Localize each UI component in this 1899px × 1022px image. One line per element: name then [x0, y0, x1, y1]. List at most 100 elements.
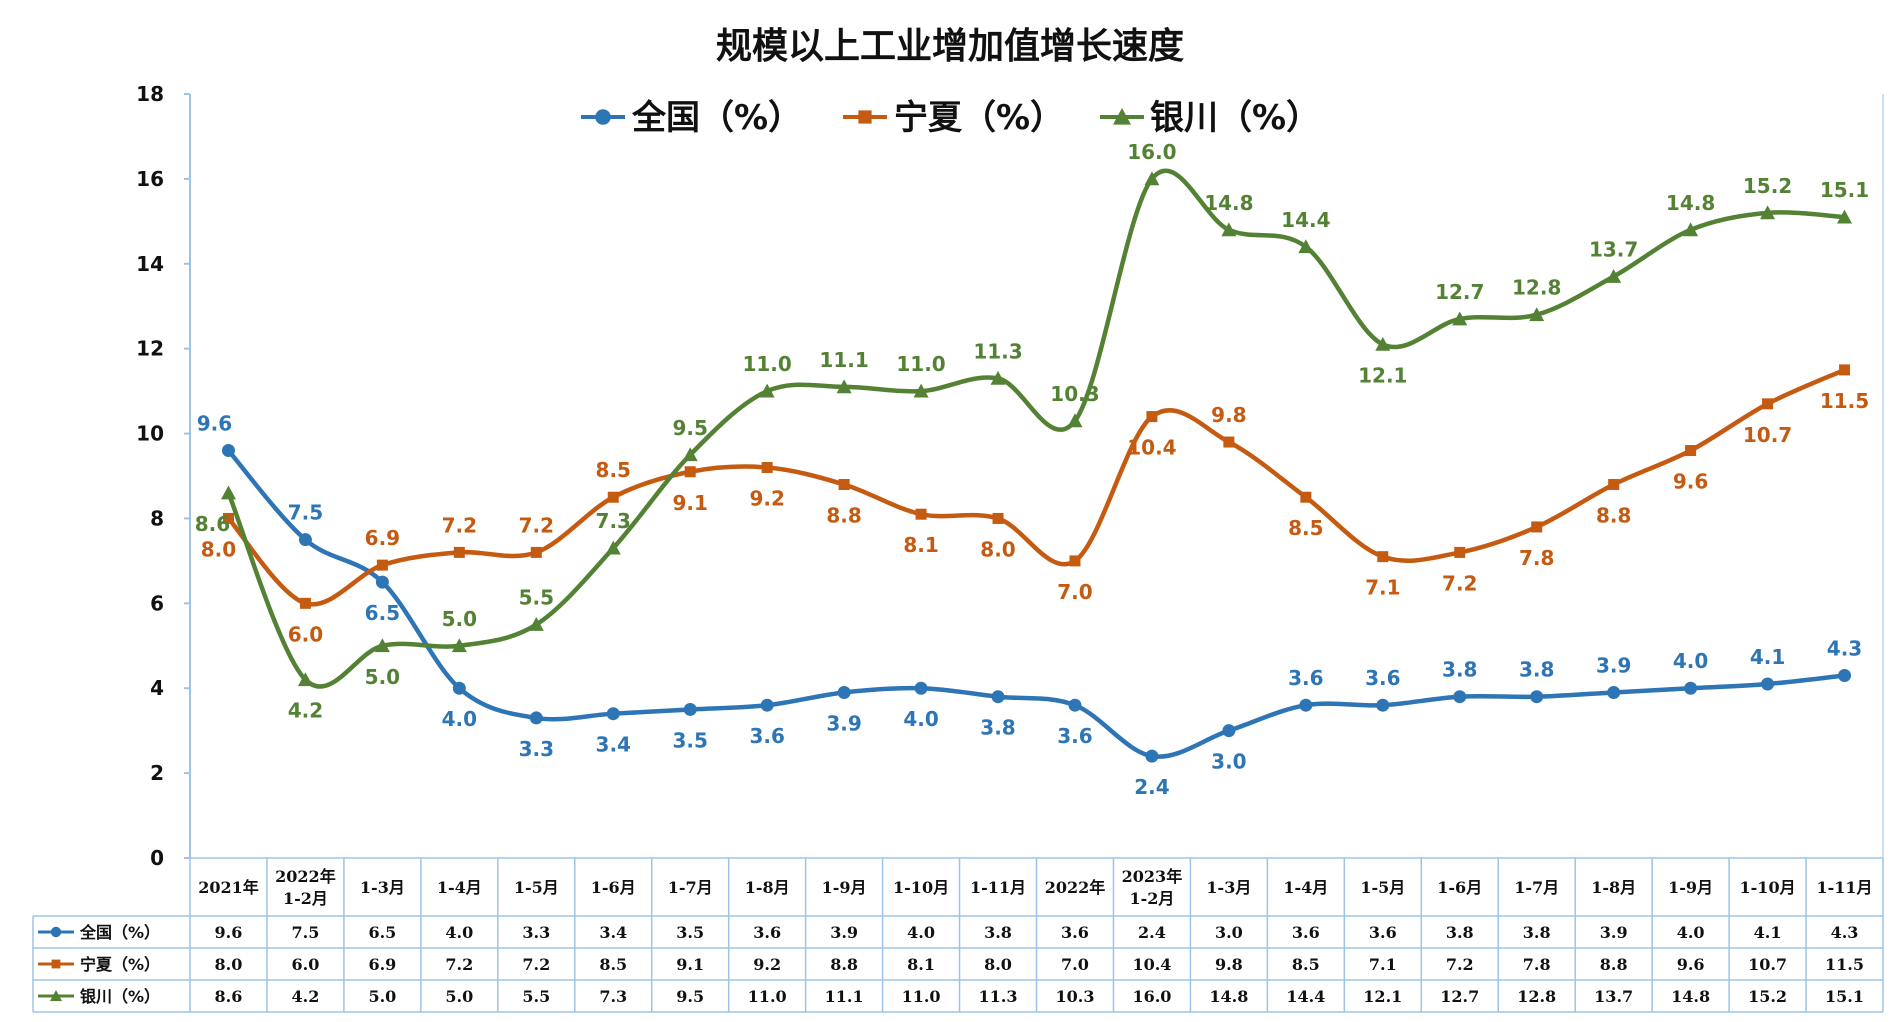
table-cell: 7.1 — [1369, 955, 1397, 974]
data-label: 9.2 — [749, 487, 784, 511]
marker-triangle — [374, 638, 390, 653]
data-label: 10.4 — [1127, 436, 1176, 460]
data-label: 3.9 — [826, 711, 861, 735]
data-label: 9.5 — [672, 416, 707, 440]
marker-circle — [1222, 724, 1236, 738]
table-cell: 7.0 — [1061, 955, 1089, 974]
marker-triangle — [1298, 239, 1314, 254]
table-cell: 8.8 — [1600, 955, 1628, 974]
data-label: 3.6 — [749, 724, 784, 748]
marker-triangle — [451, 638, 467, 653]
marker-triangle — [220, 485, 236, 500]
data-label: 4.0 — [903, 707, 938, 731]
data-label: 3.9 — [1596, 653, 1631, 677]
marker-triangle — [605, 540, 621, 555]
data-label: 8.5 — [1288, 516, 1323, 540]
table-cell: 10.7 — [1748, 955, 1787, 974]
table-cell: 3.6 — [753, 923, 781, 942]
data-label: 7.8 — [1519, 546, 1554, 570]
table-cell: 9.5 — [676, 987, 704, 1006]
table-row-label: 银川（%） — [80, 987, 160, 1006]
data-label: 4.2 — [288, 699, 323, 723]
x-tick-label: 1-3月 — [360, 878, 405, 897]
data-label: 3.3 — [519, 737, 554, 761]
data-label: 7.0 — [1057, 580, 1092, 604]
marker-triangle — [759, 383, 775, 398]
x-tick-label: 1-4月 — [1283, 878, 1328, 897]
marker-triangle — [50, 990, 62, 1002]
table-cell: 9.8 — [1215, 955, 1243, 974]
table-cell: 8.5 — [599, 955, 627, 974]
marker-square — [1146, 411, 1158, 423]
data-label: 8.0 — [201, 537, 236, 561]
marker-square — [1377, 551, 1389, 563]
data-label: 14.8 — [1204, 191, 1253, 215]
table-cell: 4.0 — [1677, 923, 1705, 942]
x-tick-label: 1-7月 — [668, 878, 713, 897]
legend-label: 全国（%） — [631, 98, 802, 138]
data-label: 13.7 — [1589, 238, 1638, 262]
table-cell: 9.6 — [215, 923, 243, 942]
data-label: 7.5 — [288, 501, 323, 525]
table-cell: 3.8 — [1523, 923, 1551, 942]
chart-title: 规模以上工业增加值增长速度 — [716, 26, 1184, 67]
table-cell: 14.8 — [1209, 987, 1248, 1006]
table-cell: 8.1 — [907, 955, 935, 974]
marker-triangle — [528, 617, 544, 631]
data-label: 3.6 — [1365, 666, 1400, 690]
legend: 全国（%） 宁夏（%） 银川（%） — [581, 98, 1320, 138]
table-cell: 3.4 — [599, 923, 627, 942]
table-cell: 8.5 — [1292, 955, 1320, 974]
marker-square — [453, 546, 465, 558]
table-cell: 3.6 — [1369, 923, 1397, 942]
data-label: 3.4 — [596, 733, 631, 757]
data-label: 7.2 — [442, 513, 477, 537]
table-cell: 12.8 — [1517, 987, 1556, 1006]
y-tick-label: 16 — [136, 167, 164, 191]
data-label: 9.6 — [1673, 470, 1708, 494]
table-cell: 11.0 — [902, 987, 941, 1006]
marker-circle — [595, 109, 611, 125]
table-cell: 4.1 — [1754, 923, 1782, 942]
x-tick-label: 1-9月 — [822, 878, 867, 897]
marker-circle — [1299, 698, 1313, 712]
marker-triangle — [990, 370, 1006, 385]
marker-triangle — [1221, 222, 1237, 237]
table-cell: 14.8 — [1671, 987, 1710, 1006]
legend-label: 银川（%） — [1150, 98, 1320, 138]
marker-square — [1685, 445, 1697, 457]
data-label: 11.0 — [742, 352, 791, 376]
y-tick-label: 18 — [136, 82, 164, 106]
marker-circle — [914, 681, 928, 695]
data-label: 8.0 — [980, 537, 1015, 561]
x-tick-label: 1-11月 — [970, 878, 1026, 897]
x-tick-label: 1-8月 — [745, 878, 790, 897]
x-tick-label: 1-9月 — [1668, 878, 1713, 897]
data-label: 3.6 — [1057, 724, 1092, 748]
table-cell: 15.2 — [1748, 987, 1787, 1006]
table-cell: 7.2 — [445, 955, 473, 974]
y-tick-label: 12 — [136, 337, 164, 361]
data-label: 15.1 — [1820, 178, 1869, 202]
data-label: 5.0 — [365, 665, 400, 689]
marker-square — [376, 559, 388, 571]
table-cell: 13.7 — [1594, 987, 1633, 1006]
data-label: 4.1 — [1750, 645, 1785, 669]
data-label: 7.2 — [1442, 571, 1477, 595]
marker-triangle — [1683, 222, 1699, 237]
data-label: 11.3 — [973, 339, 1022, 363]
marker-square — [1608, 478, 1620, 490]
table-row-label: 宁夏（%） — [80, 955, 160, 974]
table-cell: 6.0 — [292, 955, 320, 974]
data-label: 8.6 — [195, 512, 230, 536]
table-cell: 7.3 — [599, 987, 627, 1006]
table-row-key — [38, 959, 74, 969]
table-cell: 10.3 — [1055, 987, 1094, 1006]
marker-square — [915, 508, 927, 520]
table-row-key — [38, 990, 74, 1002]
table-cell: 9.1 — [676, 955, 704, 974]
data-label: 5.5 — [519, 586, 554, 610]
legend-item: 宁夏（%） — [843, 98, 1064, 138]
legend-item: 银川（%） — [1100, 98, 1320, 138]
